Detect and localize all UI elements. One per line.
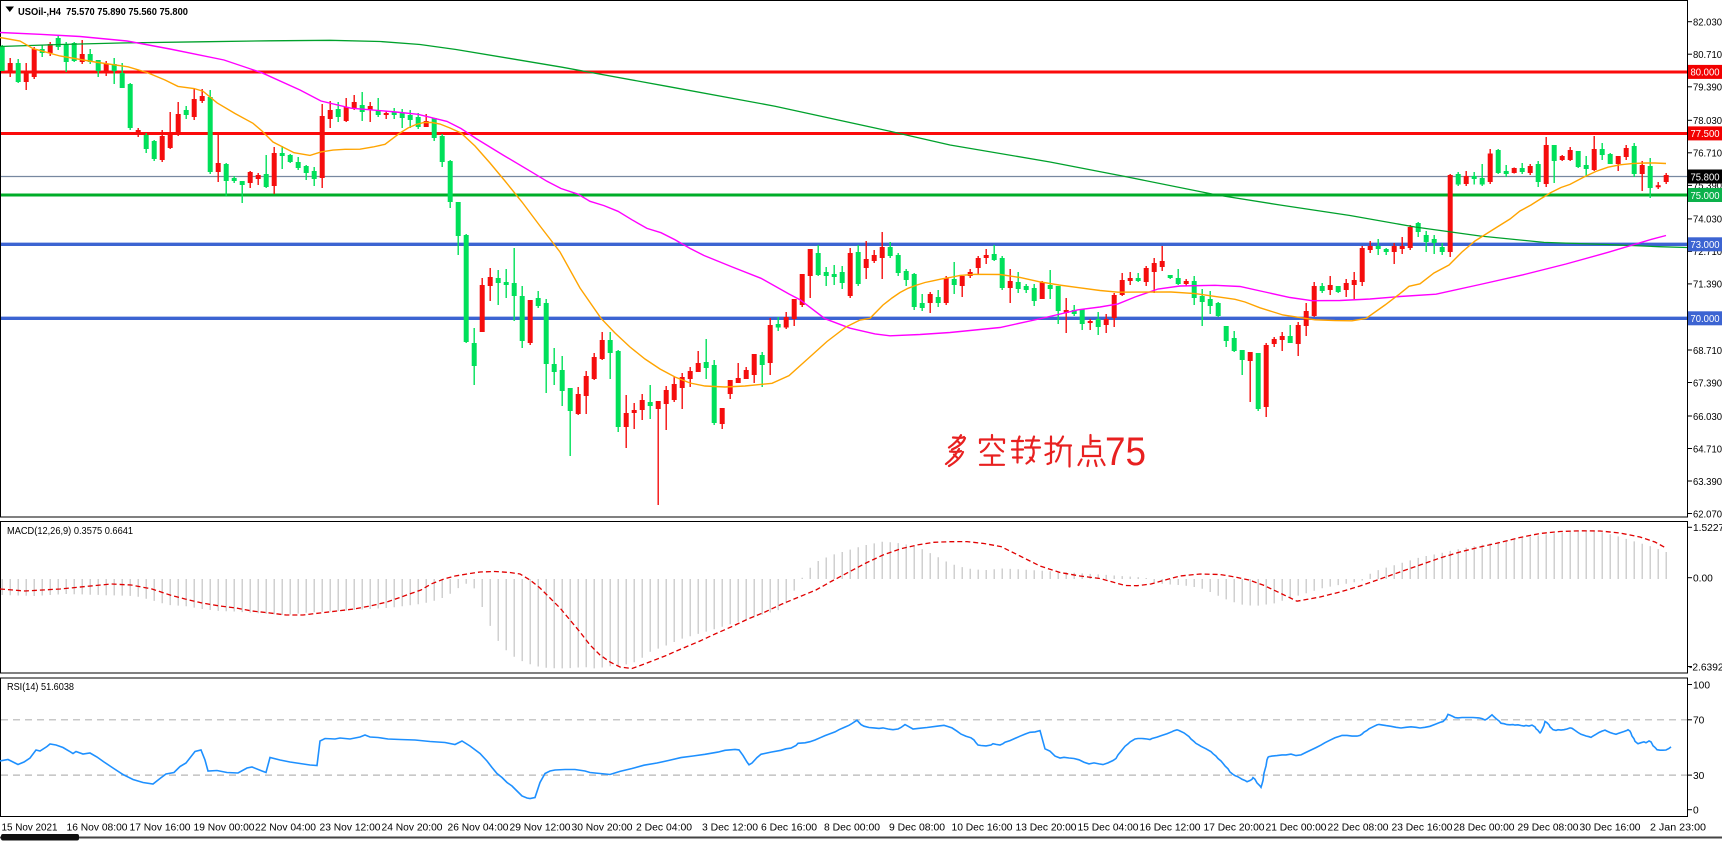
svg-text:13 Dec 20:00: 13 Dec 20:00 <box>1016 823 1077 834</box>
svg-text:70.000: 70.000 <box>1691 314 1720 325</box>
svg-text:66.030: 66.030 <box>1693 412 1722 423</box>
svg-text:26 Nov 04:00: 26 Nov 04:00 <box>448 823 509 834</box>
svg-text:73.000: 73.000 <box>1691 240 1720 251</box>
svg-text:RSI(14) 51.6038: RSI(14) 51.6038 <box>7 682 74 693</box>
svg-text:79.390: 79.390 <box>1693 83 1722 94</box>
svg-text:75.000: 75.000 <box>1691 191 1720 202</box>
svg-text:6 Dec 16:00: 6 Dec 16:00 <box>761 823 817 834</box>
svg-text:15 Nov 2021: 15 Nov 2021 <box>2 823 58 834</box>
svg-text:82.030: 82.030 <box>1693 18 1722 29</box>
svg-text:1.5227: 1.5227 <box>1693 523 1722 534</box>
svg-text:75.800: 75.800 <box>1691 172 1720 183</box>
svg-text:78.030: 78.030 <box>1693 116 1722 127</box>
svg-text:16 Nov 08:00: 16 Nov 08:00 <box>67 823 128 834</box>
svg-text:70: 70 <box>1693 716 1705 727</box>
svg-text:75: 75 <box>1105 430 1146 474</box>
svg-text:80.710: 80.710 <box>1693 50 1722 61</box>
svg-text:16 Dec 12:00: 16 Dec 12:00 <box>1140 823 1201 834</box>
svg-text:22 Dec 08:00: 22 Dec 08:00 <box>1328 823 1389 834</box>
svg-text:USOil-,H4 75.570 75.890 75.56: USOil-,H4 75.570 75.890 75.560 75.800 <box>18 6 188 18</box>
svg-text:30 Dec 16:00: 30 Dec 16:00 <box>1580 823 1641 834</box>
svg-text:9 Dec 08:00: 9 Dec 08:00 <box>889 823 945 834</box>
svg-text:23 Dec 16:00: 23 Dec 16:00 <box>1392 823 1453 834</box>
svg-text:0.00: 0.00 <box>1693 574 1713 585</box>
svg-text:2 Jan 23:00: 2 Jan 23:00 <box>1650 823 1706 834</box>
svg-text:71.390: 71.390 <box>1693 280 1722 291</box>
svg-text:62.070: 62.070 <box>1693 509 1722 520</box>
svg-text:76.710: 76.710 <box>1693 149 1722 160</box>
svg-text:64.710: 64.710 <box>1693 444 1722 455</box>
svg-text:100: 100 <box>1693 680 1710 691</box>
svg-text:77.500: 77.500 <box>1691 129 1720 140</box>
svg-text:80.000: 80.000 <box>1691 68 1720 79</box>
svg-text:-2.6392: -2.6392 <box>1689 662 1722 673</box>
svg-text:68.710: 68.710 <box>1693 346 1722 357</box>
svg-text:72.710: 72.710 <box>1693 247 1722 258</box>
svg-text:0: 0 <box>1693 806 1699 817</box>
svg-text:28 Dec 00:00: 28 Dec 00:00 <box>1454 823 1515 834</box>
svg-text:10 Dec 16:00: 10 Dec 16:00 <box>952 823 1013 834</box>
svg-text:29 Nov 12:00: 29 Nov 12:00 <box>510 823 571 834</box>
svg-text:23 Nov 12:00: 23 Nov 12:00 <box>320 823 381 834</box>
svg-text:30 Nov 20:00: 30 Nov 20:00 <box>572 823 633 834</box>
svg-text:22 Nov 04:00: 22 Nov 04:00 <box>255 823 316 834</box>
svg-text:17 Nov 16:00: 17 Nov 16:00 <box>130 823 191 834</box>
svg-text:8 Dec 00:00: 8 Dec 00:00 <box>824 823 880 834</box>
svg-text:30: 30 <box>1693 771 1705 782</box>
svg-text:21 Dec 00:00: 21 Dec 00:00 <box>1266 823 1327 834</box>
svg-text:MACD(12,26,9) 0.3575 0.6641: MACD(12,26,9) 0.3575 0.6641 <box>7 526 133 537</box>
svg-text:19 Nov 00:00: 19 Nov 00:00 <box>194 823 255 834</box>
svg-text:2 Dec 04:00: 2 Dec 04:00 <box>636 823 692 834</box>
svg-text:15 Dec 04:00: 15 Dec 04:00 <box>1078 823 1139 834</box>
svg-text:63.390: 63.390 <box>1693 477 1722 488</box>
svg-text:3 Dec 12:00: 3 Dec 12:00 <box>702 823 758 834</box>
svg-text:75.390: 75.390 <box>1693 181 1722 192</box>
svg-text:24 Nov 20:00: 24 Nov 20:00 <box>382 823 443 834</box>
svg-text:74.030: 74.030 <box>1693 215 1722 226</box>
svg-text:29 Dec 08:00: 29 Dec 08:00 <box>1518 823 1579 834</box>
svg-text:67.390: 67.390 <box>1693 378 1722 389</box>
svg-text:17 Dec 20:00: 17 Dec 20:00 <box>1204 823 1265 834</box>
